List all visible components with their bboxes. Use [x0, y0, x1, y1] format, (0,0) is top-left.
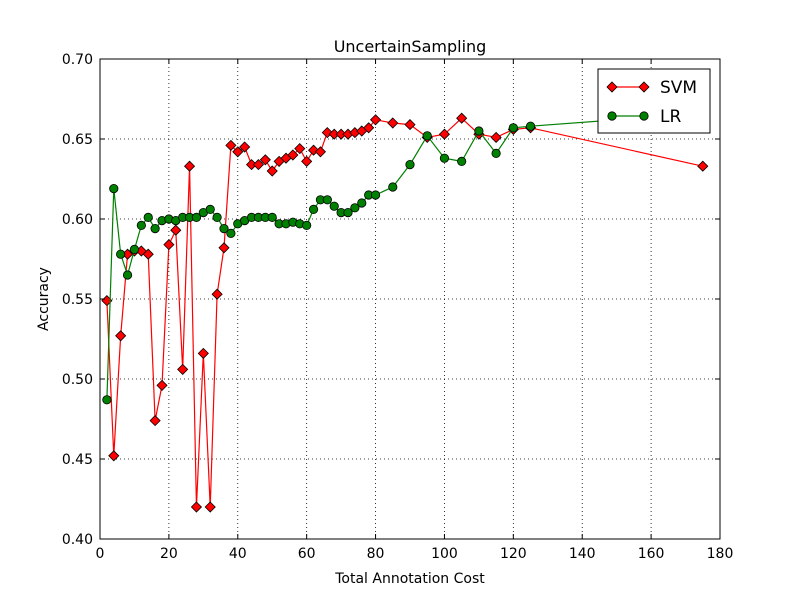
data-point-lr [129, 244, 140, 254]
data-point-lr [150, 224, 160, 234]
y-tick-label: 0.50 [62, 372, 93, 388]
series-lr [102, 108, 708, 405]
data-point-lr [302, 220, 312, 230]
legend-marker [606, 81, 618, 93]
data-point-svm [287, 149, 299, 161]
y-tick-label: 0.55 [62, 292, 93, 308]
data-point-lr [508, 123, 518, 133]
data-point-svm [149, 415, 161, 427]
data-point-lr [308, 204, 319, 214]
data-point-svm [266, 165, 278, 177]
data-point-lr [322, 195, 332, 205]
grid [100, 59, 720, 539]
data-point-svm [490, 131, 502, 143]
data-point-svm [387, 117, 399, 129]
legend-box [597, 68, 711, 134]
data-point-svm [218, 242, 230, 254]
x-tick-label: 100 [431, 546, 458, 562]
y-tick-label: 0.40 [62, 532, 93, 548]
data-point-svm [301, 155, 313, 167]
data-point-lr [205, 204, 215, 214]
data-point-svm [108, 450, 120, 462]
x-tick-label: 40 [229, 546, 247, 562]
legend-label: LR [660, 107, 681, 127]
legend-marker [607, 111, 617, 121]
data-point-lr [102, 395, 112, 405]
data-point-svm [183, 160, 196, 172]
legend-entry-lr: LR [607, 107, 681, 127]
chart-title: UncertainSampling [334, 37, 487, 56]
data-point-svm [190, 501, 203, 513]
data-point-lr [370, 190, 381, 200]
data-point-svm [294, 143, 306, 155]
data-point-svm [259, 154, 271, 166]
legend-label: SVM [660, 78, 697, 98]
data-point-lr [357, 198, 367, 208]
legend-marker [638, 81, 650, 93]
data-point-svm [211, 288, 223, 300]
data-point-lr [457, 156, 467, 166]
data-point-svm [314, 146, 327, 158]
y-tick-label: 0.65 [62, 132, 93, 148]
data-point-svm [232, 146, 244, 158]
data-point-lr [191, 212, 202, 222]
x-tick-label: 160 [638, 546, 665, 562]
data-point-svm [369, 114, 382, 126]
data-point-lr [491, 148, 501, 158]
data-point-svm [239, 141, 251, 153]
x-tick-label: 20 [160, 546, 178, 562]
x-tick-label: 60 [298, 546, 316, 562]
data-point-svm [197, 347, 209, 359]
data-point-lr [405, 160, 415, 170]
data-point-lr [109, 184, 119, 194]
x-axis-label: Total Annotation Cost [334, 571, 485, 587]
x-tick-label: 180 [707, 546, 734, 562]
data-point-lr [219, 224, 229, 234]
y-axis-label: Accuracy [36, 267, 52, 331]
data-point-svm [363, 122, 375, 134]
data-point-lr [267, 212, 277, 222]
ticks: 0 20 40 60 80 100 120 140 160 180 0.40 0.45 0.50 0.55… [62, 52, 734, 562]
data-point-svm [252, 159, 265, 171]
data-point-svm [163, 239, 175, 251]
data-point-lr [439, 153, 450, 163]
data-point-lr [343, 208, 353, 218]
data-point-lr [350, 203, 360, 213]
data-point-svm [697, 160, 709, 172]
legend-marker [639, 111, 649, 121]
y-tick-label: 0.70 [62, 52, 93, 68]
data-point-svm [115, 330, 127, 342]
y-tick-label: 0.60 [62, 212, 93, 228]
data-point-svm [177, 363, 189, 375]
y-tick-label: 0.45 [62, 452, 93, 468]
data-point-svm [204, 501, 216, 513]
data-point-lr [422, 131, 432, 141]
legend-entry-svm: SVM [606, 78, 697, 98]
series-layer [101, 108, 709, 513]
data-point-lr [226, 228, 236, 238]
data-point-lr [474, 126, 484, 136]
x-tick-label: 80 [367, 546, 385, 562]
x-tick-label: 120 [500, 546, 527, 562]
data-point-lr [116, 249, 126, 259]
data-point-svm [404, 119, 416, 131]
data-point-svm [225, 139, 237, 151]
data-point-svm [142, 248, 154, 260]
data-point-svm [156, 379, 168, 391]
data-point-lr [136, 220, 146, 230]
data-point-lr [122, 270, 133, 280]
x-tick-label: 140 [569, 546, 596, 562]
data-point-lr [143, 212, 153, 222]
data-point-lr [388, 182, 398, 192]
data-point-svm [438, 128, 451, 140]
x-tick-label: 0 [96, 546, 105, 562]
data-point-svm [170, 224, 182, 236]
data-point-lr [212, 212, 222, 222]
data-point-lr [525, 121, 536, 131]
data-point-lr [329, 201, 339, 211]
data-point-svm [456, 112, 468, 124]
legend: SVM LR [597, 68, 711, 134]
